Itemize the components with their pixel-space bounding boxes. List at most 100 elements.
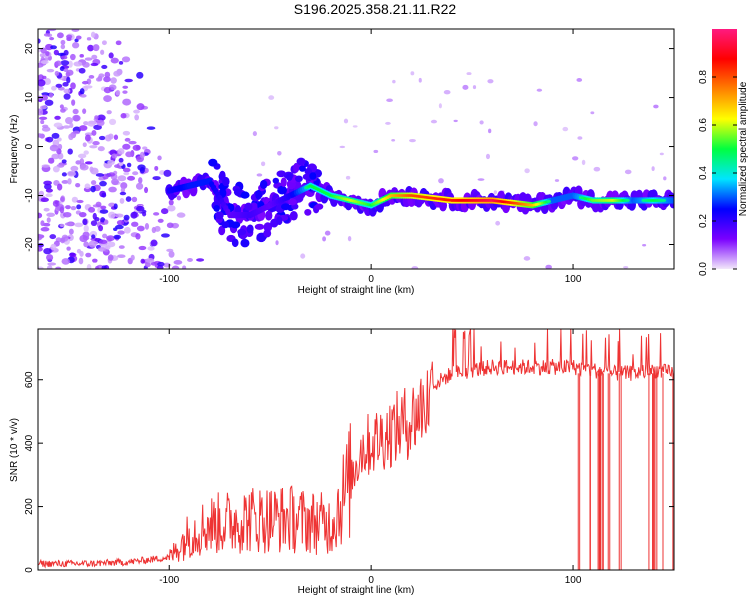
noise-blob — [45, 136, 54, 143]
colorbar-tick-label: 0.4 — [698, 166, 709, 180]
noise-blob — [176, 212, 186, 218]
noise-blob — [466, 72, 472, 76]
noise-blob — [120, 187, 126, 193]
colorbar: 0.0 0.2 0.4 0.6 0.8 Normalized spectral ampl… — [698, 29, 749, 276]
noise-blob — [97, 247, 107, 252]
noise-blob — [92, 212, 97, 220]
noise-blob — [128, 140, 137, 145]
noise-blob — [157, 155, 162, 161]
noise-blob — [126, 162, 132, 168]
spectrogram-x-label: Height of straight line (km) — [298, 285, 415, 296]
noise-blob — [130, 254, 135, 261]
noise-blob — [147, 246, 155, 251]
noise-blob — [38, 62, 44, 68]
noise-blob — [324, 230, 331, 236]
noise-blob — [70, 82, 76, 90]
ridge-blob — [215, 211, 224, 220]
noise-blob — [166, 248, 174, 253]
noise-blob — [581, 159, 586, 166]
noise-blob — [79, 158, 85, 166]
noise-blob — [38, 116, 48, 120]
noise-blob — [653, 104, 659, 109]
ridge-blob — [231, 238, 239, 248]
ridge-blob — [299, 165, 306, 172]
noise-blob — [86, 264, 92, 269]
noise-blob — [38, 246, 43, 252]
noise-blob — [106, 110, 112, 115]
ridge-blob — [213, 205, 220, 212]
noise-blob — [51, 85, 57, 91]
noise-blob — [109, 118, 117, 126]
ridge-blob — [233, 188, 242, 196]
noise-blob — [60, 55, 68, 60]
noise-blob — [339, 145, 346, 149]
noise-blob — [590, 111, 595, 115]
noise-blob — [49, 37, 55, 41]
noise-blob — [51, 153, 60, 160]
noise-blob — [45, 188, 53, 193]
noise-blob — [125, 196, 132, 202]
noise-blob — [100, 49, 105, 55]
noise-blob — [92, 258, 98, 263]
noise-blob — [136, 205, 145, 212]
colorbar-label: Normalized spectral amplitude — [738, 81, 749, 216]
noise-blob — [76, 204, 82, 210]
noise-blob — [104, 134, 112, 142]
noise-blob — [577, 136, 583, 140]
noise-blob — [77, 153, 87, 159]
noise-blob — [443, 90, 451, 95]
noise-blob — [43, 247, 52, 255]
noise-blob — [104, 219, 109, 225]
noise-blob — [122, 130, 131, 136]
noise-blob — [115, 224, 124, 230]
snr-series-line — [38, 329, 674, 569]
noise-blob — [89, 166, 94, 173]
noise-blob — [136, 225, 145, 232]
ridge-blob — [277, 185, 287, 195]
ridge-blob — [265, 210, 273, 221]
ridge-blob — [246, 224, 254, 234]
noise-blob — [92, 141, 100, 146]
noise-blob — [95, 173, 105, 177]
noise-blob — [160, 233, 170, 238]
noise-blob — [472, 85, 477, 90]
noise-blob — [41, 75, 47, 80]
noise-blob — [59, 66, 65, 72]
noise-blob — [86, 37, 92, 41]
noise-blob — [103, 86, 112, 94]
noise-blob — [488, 128, 492, 134]
noise-blob — [71, 99, 76, 106]
noise-blob — [300, 253, 306, 259]
noise-blob — [40, 197, 49, 202]
noise-blob — [99, 209, 109, 214]
noise-blob — [168, 199, 174, 206]
noise-blob — [132, 144, 141, 151]
noise-blob — [97, 146, 105, 152]
noise-blob — [150, 261, 158, 266]
noise-blob — [91, 130, 97, 136]
ridge-blob — [240, 238, 250, 248]
spectrogram-y-axis: -20 -10 0 10 20 — [24, 43, 674, 252]
noise-blob — [322, 236, 327, 242]
noise-blob — [124, 78, 133, 83]
noise-blob — [124, 137, 131, 142]
noise-blob — [116, 220, 125, 226]
noise-blob — [106, 235, 115, 242]
ridge-blob — [237, 228, 247, 236]
noise-blob — [152, 176, 161, 181]
noise-blob — [343, 118, 349, 124]
noise-blob — [493, 190, 498, 195]
noise-blob — [78, 125, 88, 131]
snr-background — [38, 329, 674, 570]
noise-blob — [82, 108, 87, 114]
noise-blob — [576, 77, 583, 82]
noise-blob — [52, 165, 60, 173]
noise-blob — [103, 76, 111, 83]
snr-y-tick-label: 200 — [24, 498, 35, 515]
noise-blob — [651, 166, 655, 171]
noise-blob — [41, 164, 50, 168]
noise-blob — [495, 220, 501, 226]
noise-blob — [90, 31, 96, 38]
noise-blob — [79, 94, 87, 98]
